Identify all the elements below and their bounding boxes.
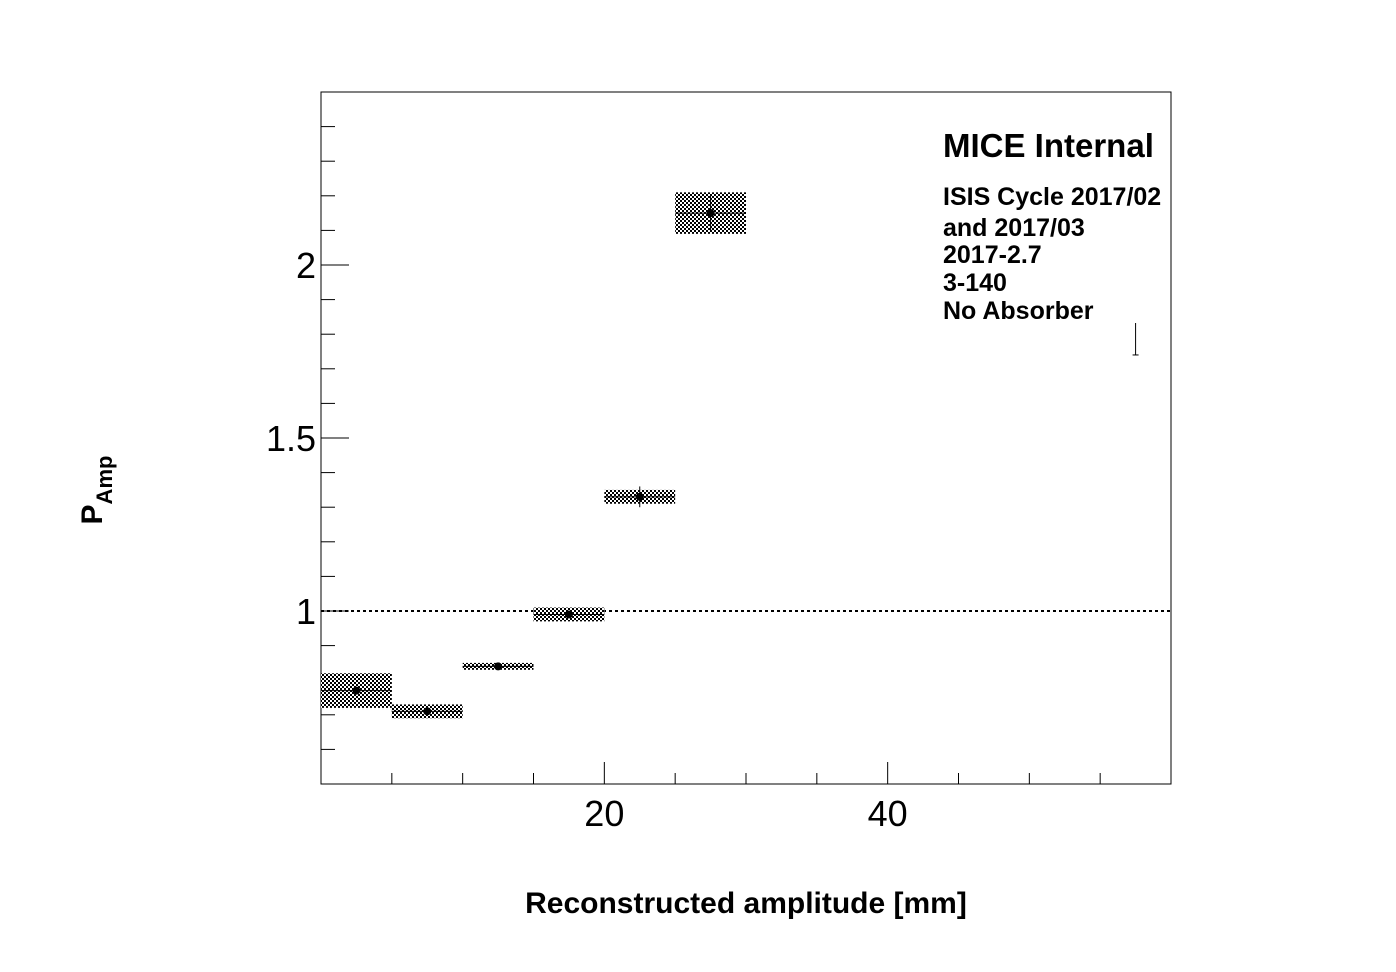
x-tick-label: 40 [868, 793, 908, 834]
data-point [706, 209, 715, 218]
data-point [564, 610, 573, 619]
systematic-error-boxes [321, 192, 746, 719]
annotation-line: 2017-2.7 [943, 241, 1042, 269]
annotation-background [920, 97, 1170, 323]
annotation-header: MICE Internal [943, 127, 1154, 164]
y-tick-label: 1.5 [266, 418, 316, 459]
y-tick-label: 1 [296, 591, 316, 632]
x-axis-ticks: 20 40 [391, 762, 1101, 834]
annotation-line: ISIS Cycle 2017/02 [943, 183, 1161, 211]
y-axis-title-subscript: Amp [92, 456, 117, 505]
annotation-line: and 2017/03 [943, 214, 1085, 242]
data-point [635, 492, 644, 501]
y-axis-ticks: 11.52 [266, 126, 349, 750]
y-axis-title: PAmp [76, 456, 117, 525]
data-point [423, 707, 432, 716]
x-axis-title: Reconstructed amplitude [mm] [525, 887, 967, 920]
data-point [494, 662, 503, 671]
data-point [352, 686, 361, 695]
annotation-line: 3-140 [943, 269, 1007, 297]
y-tick-label: 2 [296, 245, 316, 286]
data-points [321, 195, 1139, 716]
annotation-line: No Absorber [943, 297, 1094, 325]
x-tick-label: 20 [584, 793, 624, 834]
y-axis-title-main: P [76, 504, 109, 524]
